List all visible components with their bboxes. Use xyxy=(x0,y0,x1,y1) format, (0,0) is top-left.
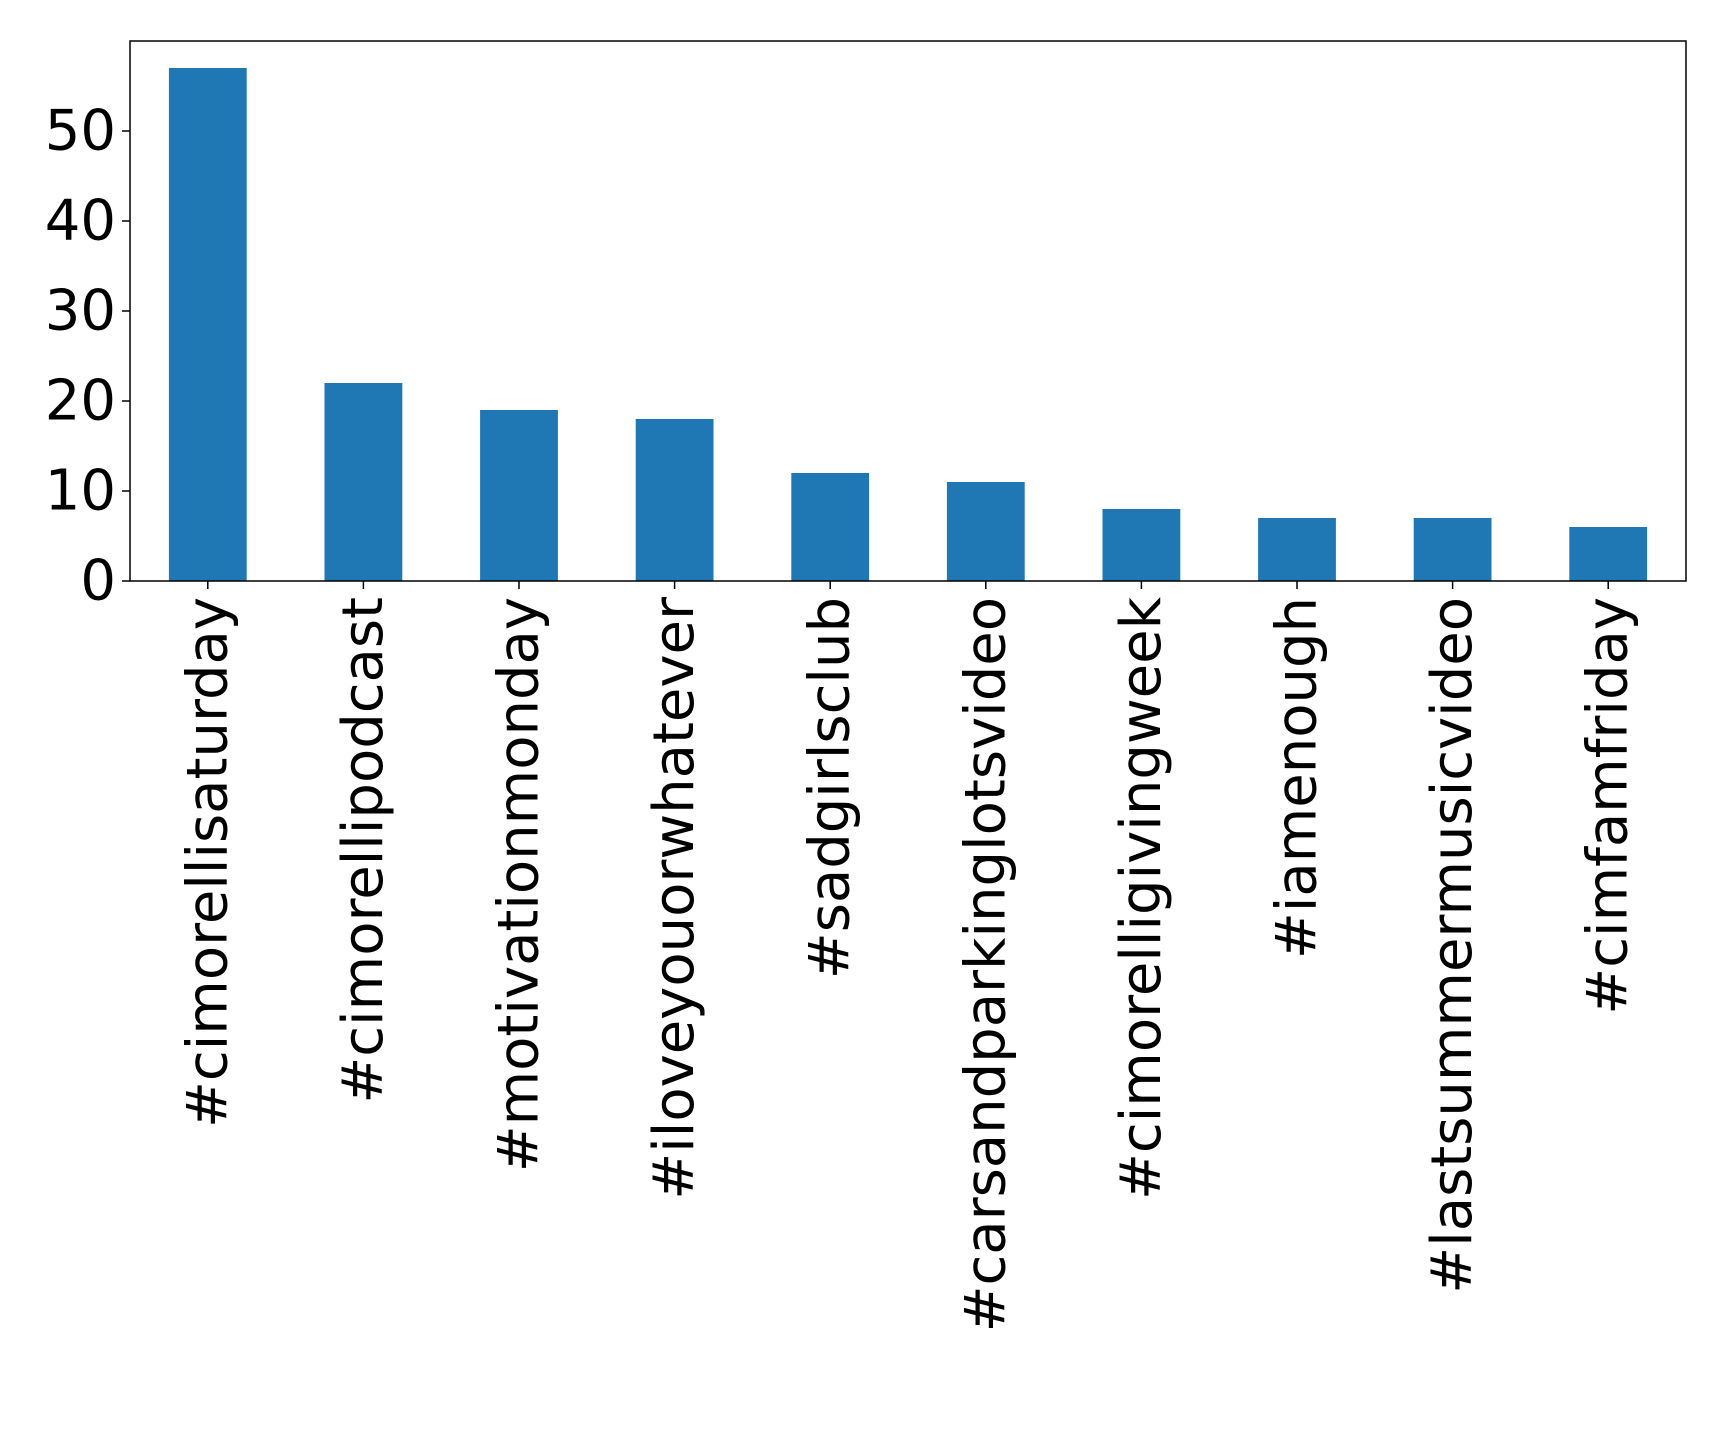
bar-cimfamfriday xyxy=(1569,527,1648,581)
bar-iamenough xyxy=(1258,518,1336,581)
x-tick-label: #carsandparkinglotsvideo xyxy=(953,597,1018,1332)
y-tick-label: 20 xyxy=(45,369,116,434)
x-tick-label: #motivationmonday xyxy=(487,597,552,1172)
bar-carsandparkinglotsvideo xyxy=(946,482,1025,581)
x-tick-label: #iamenough xyxy=(1265,597,1330,959)
x-tick-label: #cimorelligivingweek xyxy=(1109,596,1174,1200)
y-tick-label: 10 xyxy=(45,459,116,524)
x-tick-label: #cimorellisaturday xyxy=(175,597,240,1128)
y-axis-ticks: 0 10 20 30 40 50 xyxy=(45,99,130,614)
x-tick-label: #cimorellipodcast xyxy=(331,597,396,1104)
x-tick-label: #sadgirlsclub xyxy=(798,597,863,979)
bar-iloveyouorwhatever xyxy=(635,419,714,581)
x-tick-label: #iloveyouorwhatever xyxy=(642,596,707,1200)
plot-area-frame xyxy=(129,40,1687,582)
y-tick-label: 0 xyxy=(80,549,116,614)
x-axis-ticks: #cimorellisaturday #cimorellipodcast #moti… xyxy=(175,581,1641,1332)
y-tick-label: 50 xyxy=(45,99,116,164)
bar-cimorellisaturday xyxy=(168,68,247,581)
y-tick-label: 30 xyxy=(45,279,116,344)
bar-sadgirlsclub xyxy=(791,473,870,581)
bars-group xyxy=(168,68,1648,581)
bar-lastsummermusicvideo xyxy=(1413,518,1492,581)
bar-cimorelligivingweek xyxy=(1102,509,1181,581)
x-tick-label: #cimfamfriday xyxy=(1576,597,1641,1015)
bar-cimorellipodcast xyxy=(324,383,403,581)
y-tick-label: 40 xyxy=(45,189,116,254)
x-tick-label: #lastsummermusicvideo xyxy=(1420,597,1485,1294)
bar-motivationmonday xyxy=(480,410,558,581)
